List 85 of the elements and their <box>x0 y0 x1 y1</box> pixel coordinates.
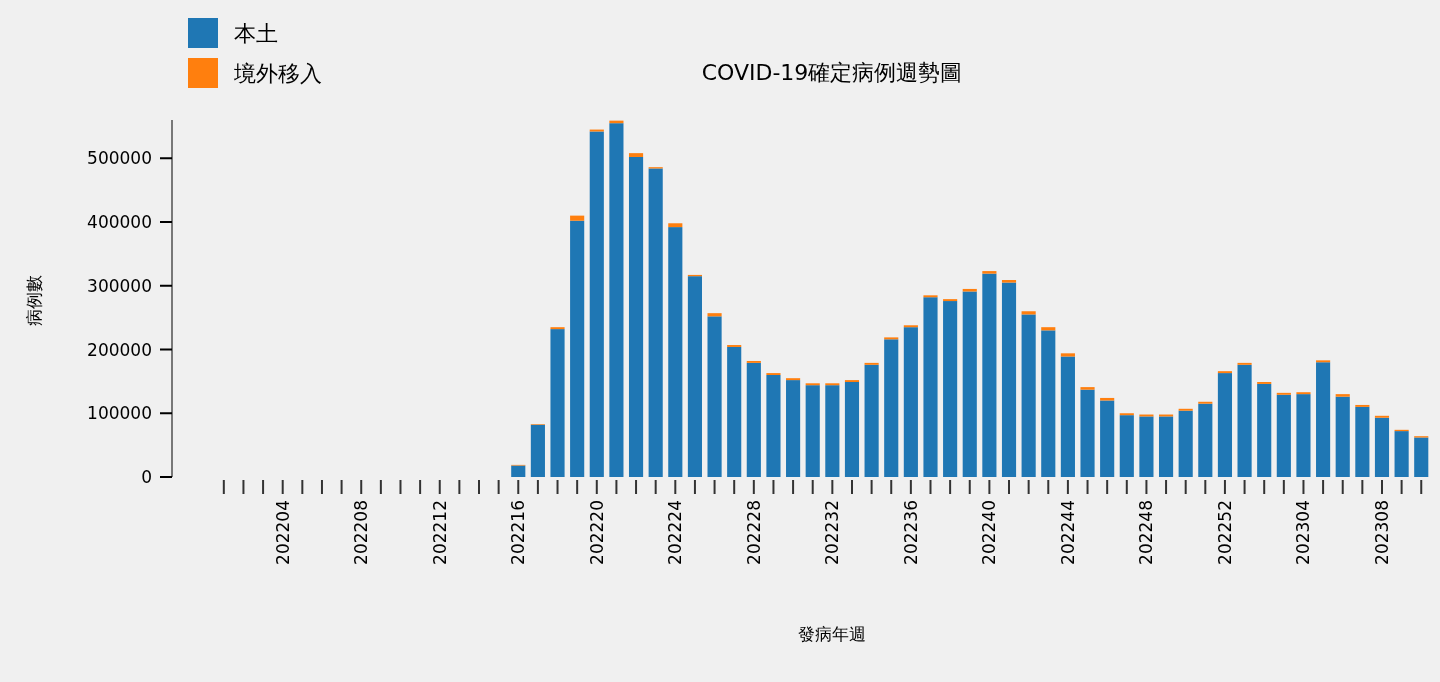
bar <box>1080 387 1095 390</box>
bar <box>1021 311 1036 315</box>
bar <box>1119 415 1134 477</box>
bar <box>943 301 958 477</box>
legend-label: 境外移入 <box>233 61 322 86</box>
x-tick-label: 202216 <box>508 500 529 565</box>
bar <box>1316 362 1331 477</box>
bar <box>1276 394 1291 477</box>
y-tick-label: 200000 <box>87 339 152 360</box>
y-tick-label: 400000 <box>87 212 152 232</box>
bar <box>1001 282 1017 477</box>
bar <box>962 291 977 477</box>
bar <box>1257 383 1272 477</box>
bar <box>1394 431 1409 477</box>
bar <box>982 273 997 477</box>
bar <box>825 385 840 477</box>
x-tick-label: 202220 <box>586 500 607 565</box>
bar <box>1100 397 1115 401</box>
bar <box>1001 280 1017 283</box>
y-tick-label: 300000 <box>87 275 152 296</box>
x-tick-label: 202308 <box>1371 500 1392 565</box>
legend-label: 本土 <box>234 21 278 46</box>
bar <box>1374 417 1390 477</box>
bar <box>1060 353 1075 357</box>
bar <box>1414 437 1429 477</box>
bar <box>628 156 644 477</box>
bar <box>628 153 644 157</box>
x-tick-label: 202228 <box>743 500 764 565</box>
bar <box>746 362 761 477</box>
bar <box>982 271 997 274</box>
x-tick-label: 202236 <box>900 500 921 565</box>
bar <box>1100 400 1115 477</box>
bar <box>1158 416 1174 477</box>
bar <box>884 339 899 477</box>
chart-title: COVID-19確定病例週勢圖 <box>701 60 963 85</box>
bar <box>844 382 860 477</box>
bar <box>609 123 624 477</box>
bar <box>570 215 585 221</box>
x-tick-label: 202304 <box>1293 500 1314 565</box>
bar <box>1041 330 1056 477</box>
bar <box>648 168 663 477</box>
x-tick-label: 202248 <box>1136 500 1157 565</box>
bar <box>786 380 801 477</box>
bar <box>1296 394 1311 477</box>
x-tick-label: 202204 <box>272 500 293 565</box>
x-tick-label: 202252 <box>1214 500 1235 565</box>
bar <box>530 424 545 477</box>
bar <box>511 465 526 477</box>
bar <box>668 223 683 228</box>
bar <box>1335 396 1350 477</box>
bar <box>1021 314 1036 477</box>
bar <box>1335 394 1350 397</box>
bar <box>1355 406 1370 477</box>
bar <box>687 276 702 477</box>
bar <box>903 327 918 477</box>
bar <box>1237 364 1252 477</box>
bar <box>805 385 820 477</box>
bar <box>727 346 742 477</box>
bar <box>550 329 565 477</box>
bar <box>1041 327 1056 331</box>
y-axis-title: 病例數 <box>24 274 44 326</box>
x-tick-label: 202244 <box>1057 500 1078 565</box>
bar <box>707 316 722 477</box>
bar <box>923 297 938 477</box>
bar <box>1198 403 1213 477</box>
bar <box>1139 416 1154 477</box>
bar <box>766 375 781 477</box>
bar <box>864 364 879 477</box>
bar <box>668 227 683 477</box>
x-tick-label: 202232 <box>822 500 843 565</box>
x-tick-label: 202212 <box>429 500 450 565</box>
bar <box>1080 389 1095 477</box>
bar <box>1178 410 1193 477</box>
x-tick-label: 202224 <box>665 500 686 565</box>
bar <box>1217 373 1233 477</box>
x-tick-label: 202240 <box>979 500 1000 565</box>
bar <box>1060 356 1075 477</box>
y-tick-label: 0 <box>141 467 152 487</box>
x-axis-title: 發病年週 <box>798 624 866 644</box>
y-tick-label: 500000 <box>87 148 152 169</box>
y-tick-label: 100000 <box>87 403 152 424</box>
bar <box>589 131 604 477</box>
x-tick-label: 202208 <box>351 500 372 565</box>
bar <box>707 313 722 317</box>
bar <box>570 220 585 477</box>
